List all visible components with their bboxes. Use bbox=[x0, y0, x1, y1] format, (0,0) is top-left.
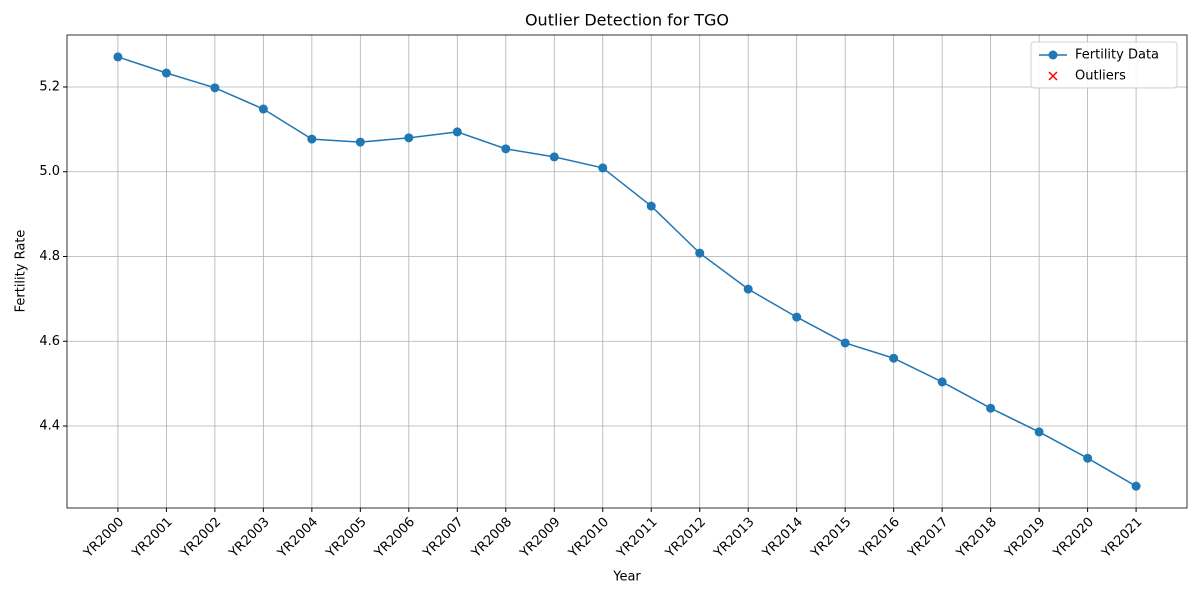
point bbox=[161, 68, 171, 78]
axes-frame bbox=[66, 34, 1188, 509]
x-tick-label: YR2018 bbox=[953, 515, 1000, 562]
point bbox=[598, 163, 608, 173]
y-tick-label: 5.0 bbox=[39, 164, 60, 179]
x-tick-label: YR2005 bbox=[323, 515, 370, 562]
point bbox=[695, 248, 705, 258]
point bbox=[452, 127, 462, 137]
legend-marker bbox=[1048, 71, 1058, 81]
x-tick-label: YR2000 bbox=[80, 515, 127, 562]
y-tick-label: 4.4 bbox=[39, 419, 60, 434]
x-tick-label: YR2014 bbox=[759, 515, 806, 562]
x-tick-label: YR2004 bbox=[274, 515, 321, 562]
x-tick-label: YR2009 bbox=[517, 515, 564, 562]
x-tick-label: YR2010 bbox=[565, 515, 612, 562]
legend-box bbox=[1030, 41, 1178, 89]
x-tick-label: YR2011 bbox=[614, 515, 661, 562]
point bbox=[1131, 481, 1141, 491]
chart-title: Outlier Detection for TGO bbox=[525, 11, 729, 30]
point bbox=[840, 338, 850, 348]
x-tick-label: YR2017 bbox=[905, 515, 952, 562]
x-tick-label: YR2002 bbox=[177, 515, 224, 562]
x-tick-label: YR2021 bbox=[1099, 515, 1146, 562]
point bbox=[792, 312, 802, 322]
point bbox=[889, 353, 899, 363]
point bbox=[210, 83, 220, 93]
x-tick-label: YR2016 bbox=[856, 515, 903, 562]
x-tick-label: YR2012 bbox=[662, 515, 709, 562]
x-tick-label: YR2006 bbox=[371, 515, 418, 562]
x-tick-label: YR2007 bbox=[420, 515, 467, 562]
point bbox=[1034, 427, 1044, 437]
plot-area bbox=[67, 35, 1187, 508]
y-tick-label: 5.2 bbox=[39, 79, 60, 94]
point bbox=[1083, 453, 1093, 463]
x-tick-label: YR2015 bbox=[808, 515, 855, 562]
y-axis-label: Fertility Rate bbox=[14, 230, 29, 313]
point bbox=[549, 152, 559, 162]
x-tick-label: YR2001 bbox=[129, 515, 176, 562]
legend-label: Fertility Data bbox=[1075, 48, 1159, 63]
x-tick-label: YR2003 bbox=[226, 515, 273, 562]
point bbox=[307, 134, 317, 144]
point bbox=[743, 284, 753, 294]
legend-marker bbox=[1048, 50, 1058, 60]
point bbox=[113, 52, 123, 62]
legend-label: Outliers bbox=[1075, 69, 1126, 84]
point bbox=[986, 403, 996, 413]
point bbox=[355, 137, 365, 147]
x-tick-label: YR2008 bbox=[468, 515, 515, 562]
point bbox=[404, 133, 414, 143]
y-tick-label: 4.6 bbox=[39, 334, 60, 349]
point bbox=[501, 144, 511, 154]
y-tick-label: 4.8 bbox=[39, 249, 60, 264]
line bbox=[117, 56, 1137, 487]
x-tick-label: YR2020 bbox=[1050, 515, 1097, 562]
point bbox=[258, 104, 268, 114]
point bbox=[646, 201, 656, 211]
x-tick-label: YR2013 bbox=[711, 515, 758, 562]
x-tick-label: YR2019 bbox=[1002, 515, 1049, 562]
point bbox=[937, 377, 947, 387]
x-axis-label: Year bbox=[612, 570, 641, 585]
